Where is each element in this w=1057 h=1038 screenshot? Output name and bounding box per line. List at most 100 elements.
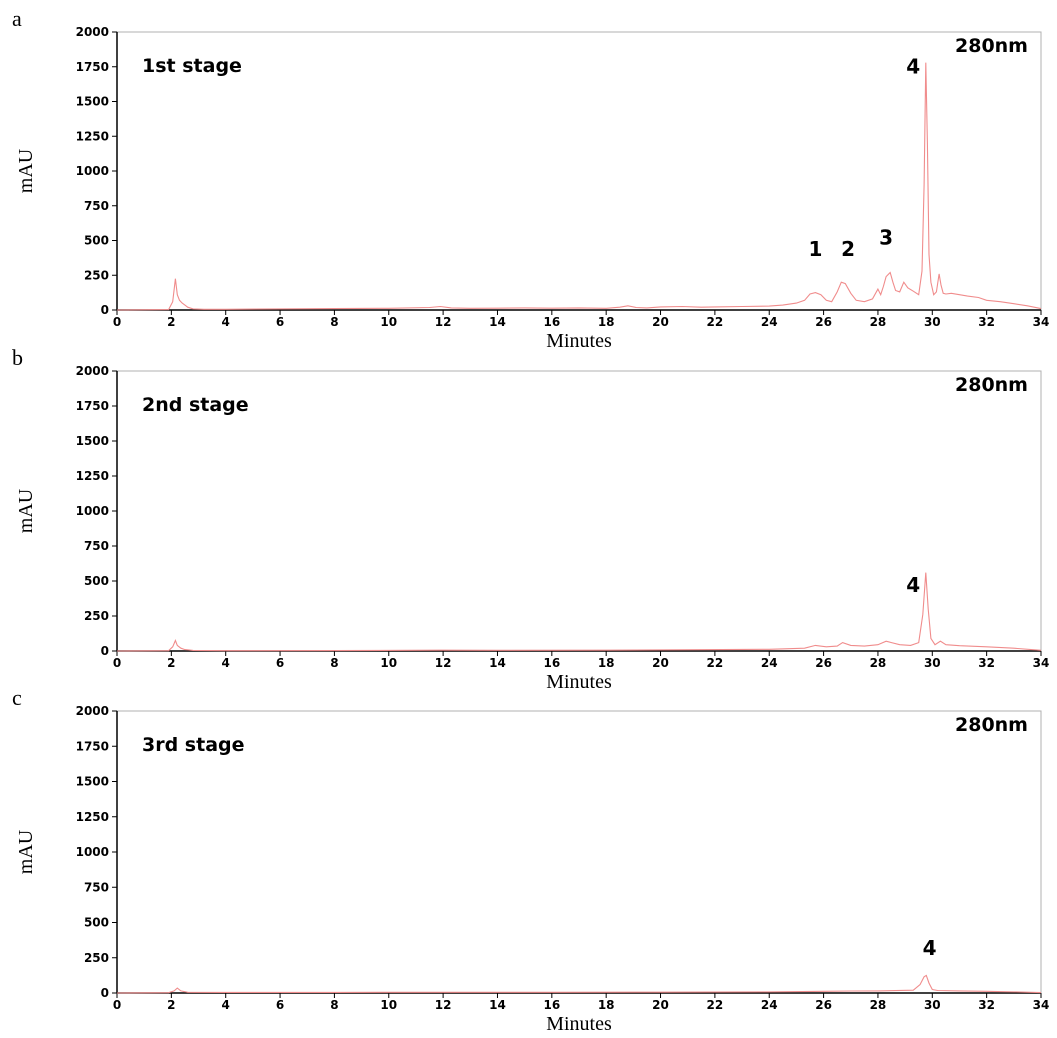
x-tick-label: 8	[330, 315, 338, 329]
y-axis-title: mAU	[15, 829, 37, 874]
peak-label: 1	[808, 237, 822, 261]
panel-letter: c	[12, 685, 22, 710]
y-tick-label: 2000	[76, 704, 109, 718]
x-tick-label: 6	[276, 656, 284, 670]
x-tick-label: 34	[1033, 656, 1050, 670]
y-tick-label: 500	[84, 234, 109, 248]
x-tick-label: 30	[924, 656, 941, 670]
x-tick-label: 24	[761, 998, 778, 1012]
x-tick-label: 6	[276, 998, 284, 1012]
y-axis-title: mAU	[15, 148, 37, 193]
x-tick-label: 10	[380, 998, 397, 1012]
y-tick-label: 0	[101, 644, 109, 658]
y-tick-label: 1000	[76, 164, 109, 178]
x-tick-label: 6	[276, 315, 284, 329]
x-tick-label: 30	[924, 998, 941, 1012]
x-tick-label: 0	[113, 656, 121, 670]
x-axis-title: Minutes	[546, 671, 612, 693]
x-tick-label: 16	[543, 998, 560, 1012]
y-tick-label: 250	[84, 268, 109, 282]
x-tick-label: 0	[113, 315, 121, 329]
x-tick-label: 28	[870, 998, 887, 1012]
x-axis-title: Minutes	[546, 330, 612, 352]
x-tick-label: 12	[435, 998, 452, 1012]
x-tick-label: 20	[652, 315, 669, 329]
y-tick-label: 1000	[76, 845, 109, 859]
y-axis-title: mAU	[15, 488, 37, 533]
x-tick-label: 18	[598, 656, 615, 670]
x-tick-label: 4	[222, 315, 230, 329]
x-tick-label: 34	[1033, 998, 1050, 1012]
stage-label: 2nd stage	[142, 394, 249, 416]
chromatogram-trace	[116, 572, 1042, 652]
y-tick-label: 1750	[76, 399, 109, 413]
x-tick-label: 12	[435, 656, 452, 670]
x-tick-label: 24	[761, 315, 778, 329]
x-tick-label: 34	[1033, 315, 1050, 329]
x-tick-label: 26	[815, 315, 832, 329]
x-tick-label: 4	[222, 656, 230, 670]
x-tick-label: 32	[978, 656, 995, 670]
peak-label: 4	[906, 55, 920, 79]
wavelength-label: 280nm	[955, 35, 1028, 57]
x-tick-label: 2	[167, 315, 175, 329]
y-tick-label: 250	[84, 609, 109, 623]
x-tick-label: 26	[815, 998, 832, 1012]
x-tick-label: 10	[380, 656, 397, 670]
x-axis-title: Minutes	[546, 1013, 612, 1035]
y-tick-label: 2000	[76, 364, 109, 378]
y-tick-label: 1000	[76, 504, 109, 518]
y-tick-label: 1250	[76, 810, 109, 824]
wavelength-label: 280nm	[955, 714, 1028, 736]
x-tick-label: 2	[167, 656, 175, 670]
x-tick-label: 8	[330, 998, 338, 1012]
x-tick-label: 14	[489, 656, 506, 670]
y-tick-label: 1500	[76, 95, 109, 109]
x-tick-label: 30	[924, 315, 941, 329]
peak-label: 4	[906, 573, 920, 597]
y-tick-label: 1250	[76, 129, 109, 143]
chromatogram-trace	[116, 974, 1042, 994]
peak-label: 3	[879, 226, 893, 250]
x-tick-label: 8	[330, 656, 338, 670]
y-tick-label: 2000	[76, 25, 109, 39]
x-tick-label: 16	[543, 315, 560, 329]
peak-label: 4	[923, 936, 937, 960]
panel-letter: b	[12, 345, 23, 370]
y-tick-label: 1500	[76, 775, 109, 789]
x-tick-label: 22	[707, 998, 724, 1012]
panel-letter: a	[12, 6, 22, 31]
plot-frame	[116, 710, 1042, 994]
x-tick-label: 28	[870, 315, 887, 329]
y-tick-label: 0	[101, 986, 109, 1000]
x-tick-label: 0	[113, 998, 121, 1012]
x-tick-label: 2	[167, 998, 175, 1012]
stage-label: 3rd stage	[142, 734, 245, 756]
y-tick-label: 750	[84, 539, 109, 553]
x-tick-label: 12	[435, 315, 452, 329]
x-tick-label: 28	[870, 656, 887, 670]
y-tick-label: 500	[84, 574, 109, 588]
y-tick-label: 1750	[76, 60, 109, 74]
plot-frame	[116, 370, 1042, 652]
x-tick-label: 32	[978, 315, 995, 329]
x-tick-label: 16	[543, 656, 560, 670]
peak-label: 2	[841, 237, 855, 261]
x-tick-label: 10	[380, 315, 397, 329]
x-tick-label: 22	[707, 315, 724, 329]
plot-frame	[116, 31, 1042, 311]
y-tick-label: 0	[101, 303, 109, 317]
y-tick-label: 1750	[76, 739, 109, 753]
y-tick-label: 250	[84, 951, 109, 965]
x-tick-label: 26	[815, 656, 832, 670]
chromatogram-trace	[116, 62, 1042, 311]
y-tick-label: 750	[84, 880, 109, 894]
x-tick-label: 20	[652, 998, 669, 1012]
x-tick-label: 14	[489, 998, 506, 1012]
x-tick-label: 22	[707, 656, 724, 670]
y-tick-label: 1250	[76, 469, 109, 483]
x-tick-label: 18	[598, 998, 615, 1012]
